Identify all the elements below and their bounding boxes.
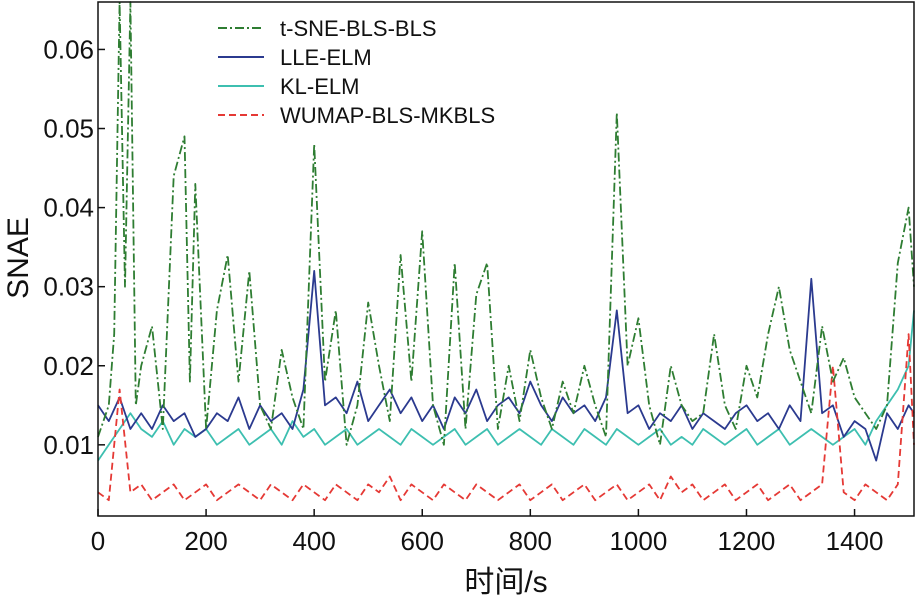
x-tick-label: 600: [401, 526, 444, 556]
x-axis-label: 时间/s: [464, 566, 547, 599]
series-line-3: [97, 333, 915, 502]
y-axis-tick-labels: 0.01 0.02 0.03 0.04 0.05 0.06: [43, 34, 94, 459]
y-tick-label: 0.05: [43, 114, 94, 144]
series-line-2: [97, 310, 915, 462]
series-line-1: [97, 269, 915, 462]
x-tick-label: 400: [292, 526, 335, 556]
x-tick-label: 1200: [718, 526, 776, 556]
legend-label: KL-ELM: [280, 74, 359, 99]
x-tick-label: 0: [91, 526, 105, 556]
legend-label: WUMAP-BLS-MKBLS: [280, 103, 495, 128]
y-axis-ticks: [98, 48, 105, 446]
x-tick-label: 1000: [609, 526, 667, 556]
x-axis-ticks: [97, 509, 856, 516]
y-tick-label: 0.06: [43, 34, 94, 64]
x-tick-label: 1400: [826, 526, 884, 556]
series-line-0: [97, 1, 915, 446]
y-axis-label: SNAE: [2, 217, 35, 299]
x-tick-label: 200: [184, 526, 227, 556]
series-layer: [97, 1, 915, 502]
x-tick-label: 800: [509, 526, 552, 556]
x-axis-tick-labels: 0 200 400 600 800 1000 1200 1400: [91, 526, 884, 556]
y-tick-label: 0.02: [43, 351, 94, 381]
legend-label: t-SNE-BLS-BLS: [280, 16, 437, 41]
y-tick-label: 0.04: [43, 193, 94, 223]
legend-label: LLE-ELM: [280, 45, 372, 70]
legend: t-SNE-BLS-BLS LLE-ELM KL-ELM WUMAP-BLS-MKBL…: [218, 16, 495, 128]
plot-frame: [97, 1, 915, 517]
y-tick-label: 0.01: [43, 430, 94, 460]
y-tick-label: 0.03: [43, 272, 94, 302]
